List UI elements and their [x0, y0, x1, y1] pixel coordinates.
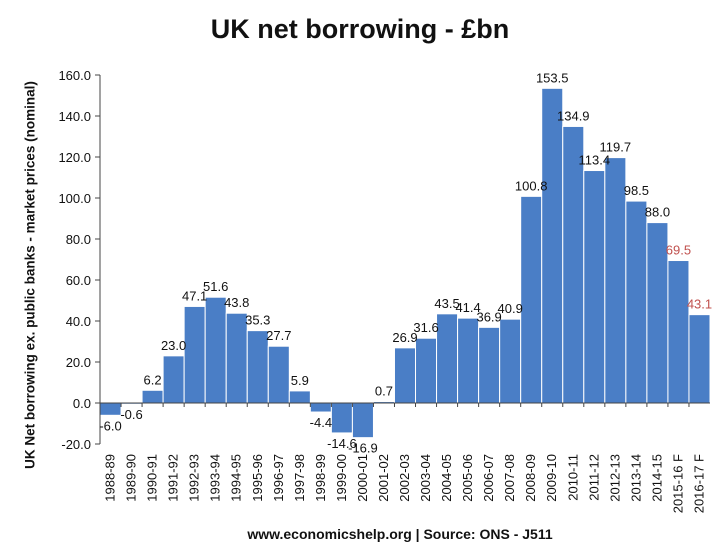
- data-label: -16.9: [348, 441, 378, 456]
- bar-2004-05: [436, 313, 459, 404]
- x-tick-label: 2004-05: [439, 454, 454, 502]
- x-tick-label: 2007-08: [502, 454, 517, 502]
- bar-2006-07: [478, 326, 501, 404]
- y-tick-label: -20.0: [61, 437, 91, 452]
- x-tick-label: 2008-09: [523, 454, 538, 502]
- y-tick-label: 80.0: [66, 232, 91, 247]
- x-tick-label: 1991-92: [166, 454, 181, 502]
- data-label: 153.5: [536, 70, 569, 85]
- bar-2012-13: [604, 157, 627, 404]
- x-tick-label: 1994-95: [229, 454, 244, 502]
- data-label: 31.6: [413, 320, 438, 335]
- data-label: 98.5: [624, 183, 649, 198]
- x-tick-label: 2005-06: [460, 454, 475, 502]
- data-label: -6.0: [99, 418, 121, 433]
- y-tick-label: 120.0: [58, 150, 91, 165]
- data-label: 35.3: [245, 313, 270, 328]
- x-tick-label: 2002-03: [397, 454, 412, 502]
- data-label: -0.6: [120, 407, 142, 422]
- data-label: 40.9: [498, 301, 523, 316]
- bar-2016-17 F: [688, 314, 711, 404]
- bar-2011-12: [583, 170, 606, 404]
- bar-1997-98: [288, 390, 311, 404]
- bar-2009-10: [541, 87, 564, 404]
- bar-2007-08: [499, 318, 522, 404]
- bar-2010-11: [562, 125, 585, 404]
- bar-2000-01: [351, 402, 374, 439]
- data-label: 113.4: [579, 153, 611, 168]
- x-tick-label: 1988-89: [103, 454, 118, 502]
- x-tick-label: 1996-97: [271, 454, 286, 502]
- x-tick-label: 1998-99: [313, 454, 328, 502]
- data-label: 27.7: [266, 328, 291, 343]
- data-label: 43.8: [224, 295, 249, 310]
- y-tick-label: 0.0: [73, 396, 91, 411]
- x-tick-label: 2009-10: [544, 454, 559, 502]
- data-label: 23.0: [161, 338, 186, 353]
- bar-2015-16 F: [667, 260, 690, 404]
- y-tick-label: 60.0: [66, 273, 91, 288]
- data-label: 47.1: [182, 288, 207, 303]
- bar-1995-96: [246, 330, 269, 404]
- data-label: 43.5: [434, 296, 459, 311]
- data-label: 6.2: [144, 372, 162, 387]
- x-tick-label: 1992-93: [187, 454, 202, 502]
- bar-1991-92: [162, 355, 185, 404]
- x-tick-label: 2014-15: [649, 454, 664, 502]
- data-label: 88.0: [645, 205, 670, 220]
- x-tick-label: 2016-17 F: [691, 454, 706, 513]
- bar-2013-14: [625, 200, 648, 404]
- x-tick-label: 1997-98: [292, 454, 307, 502]
- x-tick-label: 2013-14: [628, 454, 643, 502]
- bar-2008-09: [520, 195, 543, 404]
- data-label: 43.1: [687, 297, 712, 312]
- x-tick-label: 2001-02: [376, 454, 391, 502]
- bar-2005-06: [457, 317, 480, 404]
- data-label: 69.5: [666, 243, 691, 258]
- bar-2002-03: [393, 347, 417, 404]
- data-label: 26.9: [392, 330, 417, 345]
- x-tick-label: 2012-13: [607, 454, 622, 502]
- y-tick-label: 140.0: [58, 109, 91, 124]
- x-tick-label: 1999-00: [334, 454, 349, 502]
- data-label: 51.6: [203, 279, 228, 294]
- data-label: 36.9: [476, 309, 501, 324]
- y-tick-label: 40.0: [66, 314, 91, 329]
- data-label: 41.4: [455, 300, 480, 315]
- bar-1992-93: [183, 305, 206, 404]
- x-tick-label: 2003-04: [418, 454, 433, 502]
- data-label: -4.4: [310, 415, 332, 430]
- data-label: 134.9: [557, 108, 590, 123]
- bar-1988-89: [99, 402, 122, 416]
- bar-1990-91: [141, 389, 164, 404]
- x-tick-label: 2010-11: [565, 454, 580, 501]
- x-tick-label: 1995-96: [250, 454, 265, 502]
- data-label: 119.7: [600, 140, 632, 155]
- data-label: 5.9: [291, 373, 309, 388]
- y-tick-label: 100.0: [58, 191, 91, 206]
- data-label: 100.8: [515, 178, 548, 193]
- x-tick-label: 2011-12: [586, 454, 601, 501]
- y-tick-label: 160.0: [58, 68, 91, 83]
- bar-1994-95: [225, 312, 248, 404]
- source-note: www.economicshelp.org | Source: ONS - J5…: [247, 526, 553, 542]
- x-tick-label: 2000-01: [355, 454, 370, 502]
- bar-2003-04: [415, 337, 438, 404]
- bar-1996-97: [267, 345, 290, 404]
- x-tick-label: 1990-91: [145, 454, 160, 502]
- x-tick-label: 2006-07: [481, 454, 496, 502]
- x-tick-label: 2015-16 F: [670, 454, 685, 513]
- chart-title: UK net borrowing - £bn: [210, 14, 510, 44]
- y-tick-label: 20.0: [66, 355, 91, 370]
- bar-1993-94: [204, 296, 227, 404]
- bar-1998-99: [309, 402, 332, 413]
- x-tick-label: 1989-90: [124, 454, 139, 502]
- data-label: 0.7: [375, 384, 393, 399]
- bar-2014-15: [646, 222, 669, 404]
- data-label: -14.6: [327, 436, 357, 451]
- x-tick-label: 1993-94: [208, 454, 223, 502]
- bar-1999-00: [330, 402, 353, 434]
